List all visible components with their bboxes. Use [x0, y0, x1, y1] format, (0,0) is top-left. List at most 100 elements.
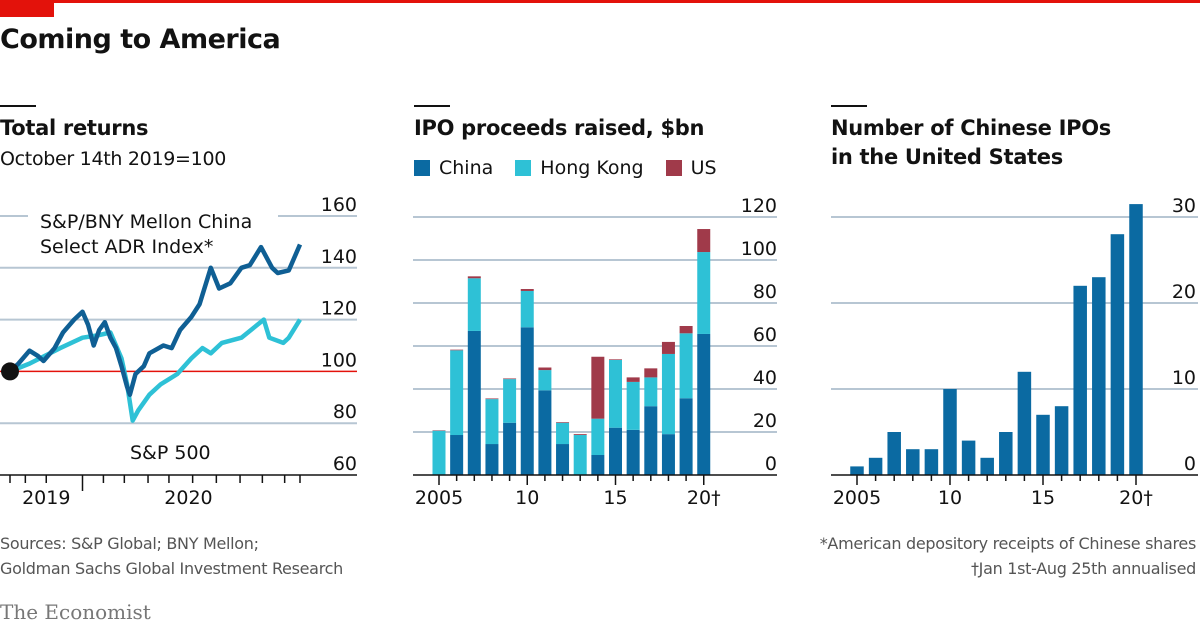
x-tick-label-2019: 2019 [22, 487, 70, 509]
y-tick-label-100: 100 [321, 349, 357, 371]
chinese-ipos-bar-chart: 0 10 20 30 2005 10 15 20† [831, 195, 1198, 509]
bar-hong-kong-2019 [679, 333, 693, 399]
y-tick-label-20: 20 [753, 410, 777, 432]
x-tick-label-2005: 2005 [415, 487, 463, 509]
x-tick-label-10: 10 [515, 487, 539, 509]
x-tick-label-20: 20† [1119, 487, 1153, 509]
x-tick-label-20: 20† [687, 487, 721, 509]
sources-line-1: Sources: S&P Global; BNY Mellon; [0, 534, 259, 553]
panel-rule-returns [0, 105, 36, 107]
panel-rule-ipo [414, 105, 450, 107]
y-tick-label-0: 0 [765, 453, 777, 475]
x-tick-label-15: 15 [1031, 487, 1055, 509]
y-tick-label-0: 0 [1184, 453, 1196, 475]
bar-2019 [1110, 234, 1125, 475]
bar-2013 [999, 432, 1013, 475]
page-title: Coming to America [0, 24, 281, 55]
ipo-legend: China Hong Kong US [414, 157, 739, 179]
legend-swatch-us [665, 160, 682, 176]
bar-2020 [1129, 204, 1143, 475]
bar-china-2008 [485, 444, 499, 475]
bar-china-2015 [609, 427, 622, 475]
legend-label-china: China [439, 157, 494, 179]
y-tick-label-120: 120 [741, 195, 777, 217]
bar-hong-kong-2018 [661, 353, 675, 435]
bar-china-2020 [697, 333, 711, 475]
x-tick-label-2005: 2005 [833, 487, 881, 509]
bar-hong-kong-2012 [556, 422, 570, 445]
top-accent-bar [0, 0, 1200, 3]
bar-hong-kong-2005 [432, 430, 446, 475]
bar-us-2011 [538, 367, 552, 371]
bar-hong-kong-2011 [538, 370, 552, 391]
bar-hong-kong-2008 [485, 399, 499, 445]
bar-hong-kong-2016 [626, 381, 640, 430]
y-tick-label-100: 100 [741, 238, 777, 260]
y-tick-label-60: 60 [333, 453, 357, 475]
start-point-marker [1, 362, 19, 381]
bar-2006 [868, 457, 883, 475]
bar-2007 [887, 432, 901, 475]
economist-logo: The Economist [0, 600, 151, 624]
bar-china-2007 [467, 330, 481, 475]
bar-2009 [924, 449, 939, 475]
returns-title: Total returns [0, 116, 149, 140]
bar-2016 [1054, 406, 1069, 475]
legend-label-us: US [690, 157, 717, 179]
bar-us-2014 [591, 356, 605, 419]
top-accent-tag [0, 0, 54, 17]
x-tick-label-10: 10 [938, 487, 962, 509]
adr-series-label: S&P/BNY Mellon China [40, 211, 252, 233]
bar-hong-kong-2014 [591, 418, 605, 456]
bar-2012 [980, 457, 994, 475]
legend-swatch-hong-kong [515, 160, 532, 176]
bar-us-2009 [503, 378, 517, 380]
bar-us-2017 [644, 368, 658, 378]
bar-hong-kong-2009 [503, 379, 517, 423]
footnote-adr: *American depository receipts of Chinese… [819, 534, 1197, 553]
bar-us-2010 [520, 289, 534, 291]
x-tick-label-15: 15 [603, 487, 627, 509]
bar-china-2016 [626, 429, 640, 475]
bar-us-2013 [573, 434, 587, 436]
bar-hong-kong-2006 [450, 350, 464, 436]
bar-us-2006 [450, 349, 464, 351]
bar-china-2011 [538, 390, 552, 475]
bar-2018 [1092, 277, 1106, 475]
bar-hong-kong-2015 [609, 359, 622, 428]
y-tick-label-160: 160 [321, 194, 357, 216]
legend-item-hong-kong: Hong Kong [515, 157, 644, 179]
bar-china-2014 [591, 455, 605, 475]
y-tick-label-40: 40 [753, 367, 777, 389]
legend-item-china: China [414, 157, 493, 179]
bar-us-2020 [697, 229, 711, 253]
bar-2011 [961, 440, 976, 475]
bar-us-2008 [485, 398, 499, 400]
returns-subtitle: October 14th 2019=100 [0, 148, 227, 170]
adr-series-label-2: Select ADR Index* [40, 236, 213, 258]
legend-label-hong-kong: Hong Kong [540, 157, 644, 179]
y-tick-label-30: 30 [1172, 195, 1196, 217]
bar-china-2019 [679, 398, 693, 475]
bar-2010 [943, 389, 957, 475]
y-tick-label-20: 20 [1172, 281, 1196, 303]
y-tick-label-60: 60 [753, 324, 777, 346]
bar-china-2012 [556, 444, 570, 475]
y-tick-label-80: 80 [753, 281, 777, 303]
y-tick-label-140: 140 [321, 246, 357, 268]
bar-china-2017 [644, 406, 658, 475]
adr-index-line [8, 243, 303, 397]
bar-china-2006 [450, 435, 464, 475]
bar-us-2012 [556, 422, 570, 423]
y-tick-label-120: 120 [321, 298, 357, 320]
legend-swatch-china [414, 160, 430, 176]
sources-line-2: Goldman Sachs Global Investment Research [0, 559, 343, 578]
footnote-annualised: †Jan 1st-Aug 25th annualised [970, 559, 1196, 578]
bar-hong-kong-2010 [520, 290, 534, 328]
bar-us-2019 [679, 326, 693, 334]
bar-us-2007 [467, 276, 481, 279]
bar-us-2016 [626, 377, 640, 382]
sp500-series-label: S&P 500 [130, 442, 211, 464]
bar-2014 [1017, 371, 1032, 475]
legend-item-us: US [665, 157, 717, 179]
